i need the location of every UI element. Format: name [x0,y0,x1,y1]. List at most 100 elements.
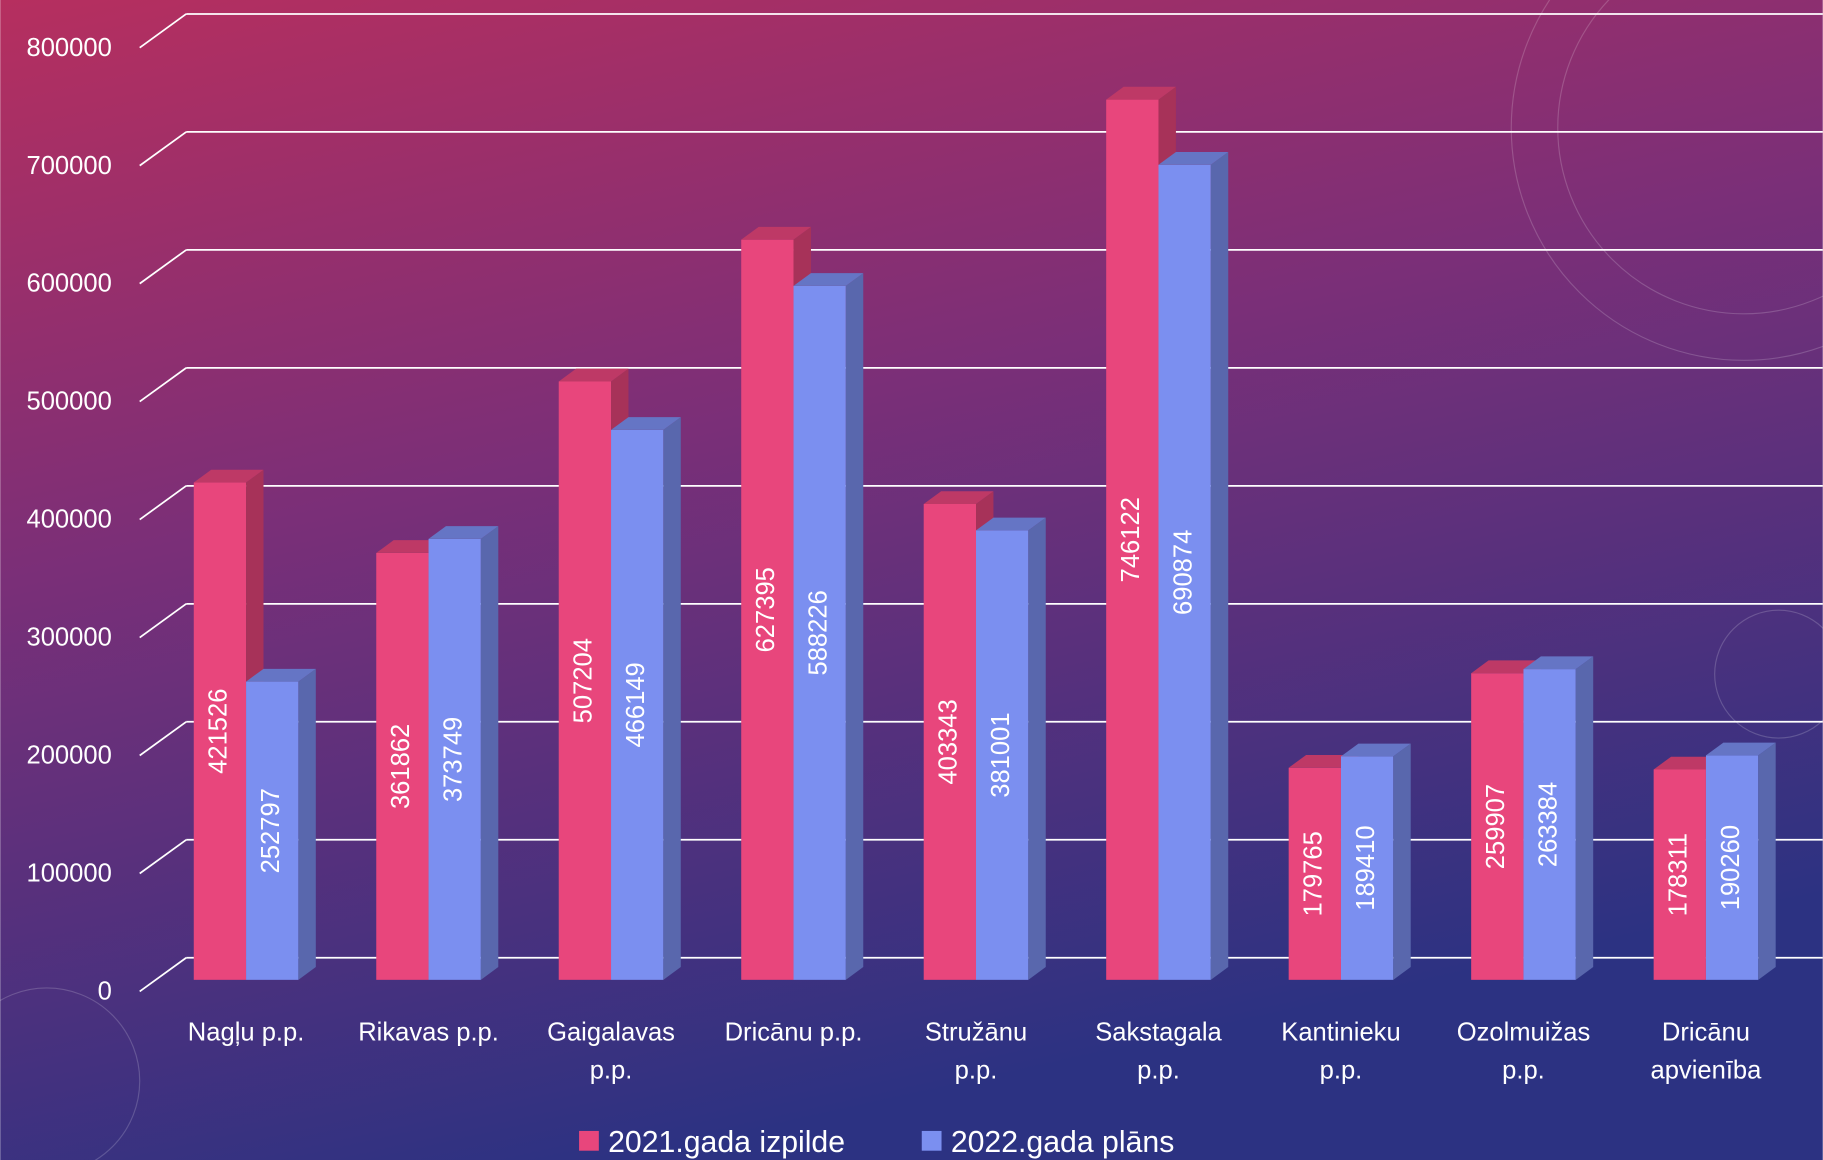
legend-swatch [921,1130,942,1151]
value-label: 381001 [987,712,1015,797]
y-tick-label: 200000 [27,742,112,770]
legend-label: 2021.gada izpilde [608,1126,845,1159]
bar [428,526,499,980]
y-tick-label: 600000 [27,270,112,298]
bar-front [1288,767,1341,980]
bar [1158,151,1229,980]
grid-line [139,367,187,403]
bar-top [923,491,994,504]
bar-top [428,526,499,539]
y-tick-label: 800000 [27,34,112,62]
bar-front [923,503,977,980]
x-tick-label: Stružānu p.p. [925,1018,1027,1084]
value-label: 507204 [570,638,598,723]
bar-front [793,285,846,980]
value-label: 252797 [257,788,285,873]
y-tick-label: 300000 [27,624,112,652]
y-tick-label: 0 [98,978,112,1006]
y-tick-label: 400000 [27,506,112,534]
value-label: 421526 [205,689,233,774]
value-label: 588226 [804,590,832,675]
bar-front [558,381,612,980]
x-tick-label: Dricānu apvienība [1651,1018,1763,1084]
grid-line [139,131,187,167]
bar [1340,743,1411,980]
bar-top [193,469,264,483]
y-tick-label: 500000 [27,388,112,416]
bar [793,273,864,980]
legend-swatch [579,1130,599,1151]
bar-front [976,530,1029,980]
bar-front [611,429,664,980]
grid-line [139,13,187,49]
value-label: 690874 [1169,530,1197,615]
bar-top [741,226,811,240]
x-tick-label: Kantinieku p.p. [1281,1018,1400,1084]
value-label: 746122 [1117,497,1145,582]
bar-front [193,482,247,980]
bar-top [558,368,629,382]
bar-top [1340,743,1411,757]
bar-front [1158,164,1211,980]
y-tick-label: 700000 [27,152,112,180]
value-label: 361862 [387,724,415,809]
bar-front [1471,673,1524,980]
bar [1705,742,1776,980]
bar-front [1523,669,1576,980]
bar-side [845,273,864,980]
grid-line [139,839,187,875]
value-label: 403343 [935,699,963,784]
bar-side [1575,656,1594,980]
bar [246,668,316,980]
bar-side [1758,742,1776,980]
value-label: 178311 [1665,833,1693,916]
bar-side [663,417,681,980]
value-label: 627395 [752,567,780,652]
grid-line [139,721,187,757]
y-tick-label: 100000 [27,860,112,888]
x-tick-label: Dricānu p.p. [725,1018,863,1046]
grid-line [139,957,187,993]
bar-top [1705,742,1776,756]
bar-front [246,681,299,980]
bar [611,417,681,980]
bar-top [246,668,316,682]
x-tick-label: Gaigalavas p.p. [547,1018,675,1084]
bar-front [1653,769,1706,980]
x-tick-label: Sakstagala p.p. [1095,1018,1222,1084]
value-label: 190260 [1717,825,1745,910]
bar-front [376,552,429,980]
value-label: 466149 [622,662,650,747]
bar-side [480,526,499,980]
bar-top [976,517,1046,531]
bar-top [1523,656,1594,670]
value-label: 263384 [1534,782,1562,867]
x-tick-label: Nagļu p.p. [188,1018,305,1046]
bar-side [1028,517,1046,980]
bar-front [741,239,794,980]
legend-label: 2022.gada plāns [951,1126,1174,1159]
value-label: 259907 [1482,784,1510,869]
bar-top [1158,151,1229,165]
bar-front [428,538,481,980]
x-tick-label: Rikavas p.p. [358,1018,499,1046]
bar-top [1106,86,1176,100]
grid-line [139,485,187,521]
bar-front [1705,755,1759,980]
bar [1523,656,1594,980]
grid-line [139,249,187,285]
value-label: 179765 [1300,831,1328,916]
value-label: 373749 [439,717,467,802]
bar-front [1106,99,1159,980]
x-tick-label: Ozolmuižas p.p. [1457,1018,1591,1084]
value-label: 189410 [1352,825,1380,910]
bar-front [1340,756,1394,980]
bar [976,517,1046,980]
bar-side [1210,151,1229,980]
bar-side [298,668,316,980]
bar-side [1393,743,1411,980]
bar-top [793,273,864,286]
